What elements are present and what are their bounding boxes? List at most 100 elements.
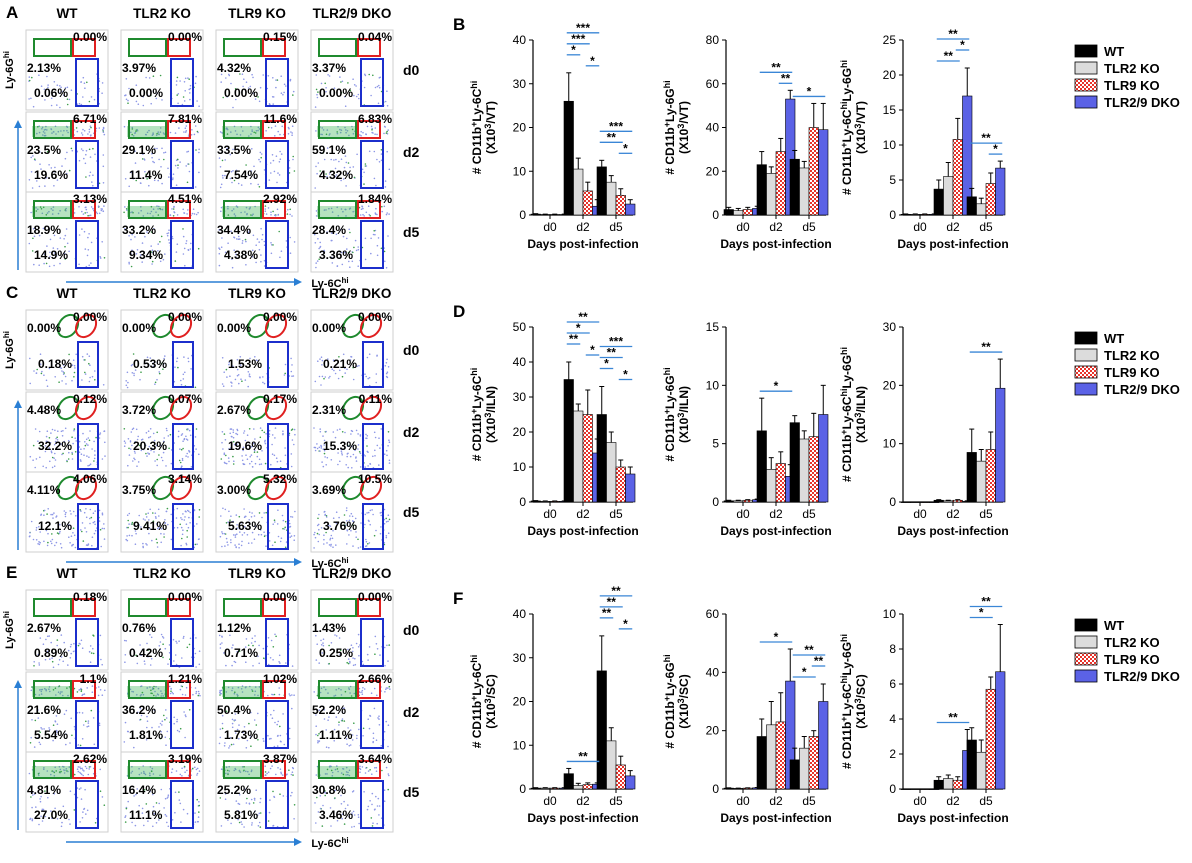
dot [237, 809, 239, 812]
dot [341, 454, 344, 456]
superscript: hi [2, 51, 11, 58]
dot [124, 661, 126, 663]
dot [357, 93, 360, 96]
panel-label-D: D [453, 302, 465, 321]
dot [69, 365, 72, 368]
dot [103, 133, 106, 136]
dot [276, 79, 279, 81]
significance-stars: ** [607, 130, 617, 144]
dot [232, 208, 235, 210]
y-tick-label: 20 [513, 425, 527, 439]
dot [180, 379, 182, 382]
dot [195, 448, 197, 450]
gate-percent-red: 10.5% [358, 472, 392, 486]
dot [43, 253, 46, 255]
dot [162, 637, 165, 639]
dot [138, 804, 140, 807]
dot [56, 439, 59, 441]
dot [342, 178, 345, 180]
dot [279, 158, 282, 160]
dot [333, 740, 336, 742]
bar [775, 721, 786, 790]
gate-red [262, 38, 286, 57]
dot [388, 213, 390, 215]
dot [221, 441, 223, 444]
dot [94, 510, 96, 512]
dot [57, 527, 60, 530]
dot [240, 378, 242, 381]
dot [254, 525, 257, 528]
dot [288, 727, 291, 730]
dot [321, 825, 324, 827]
dot [264, 771, 267, 773]
dot [185, 130, 188, 132]
dot [254, 132, 257, 134]
dot [57, 130, 60, 133]
dot [97, 694, 100, 697]
dot [352, 378, 355, 381]
dot [156, 541, 158, 544]
dot [330, 545, 332, 547]
dot [324, 688, 327, 691]
dot [375, 184, 377, 187]
dot [144, 663, 146, 665]
dot [181, 433, 184, 435]
dot [84, 373, 87, 375]
dot [39, 800, 42, 803]
dot [261, 516, 263, 519]
dot [147, 820, 149, 822]
dot [358, 97, 360, 100]
dot [71, 453, 74, 455]
dot [332, 517, 335, 519]
dot [149, 772, 151, 774]
dot [136, 129, 138, 131]
dot [242, 85, 244, 88]
gate-percent-red: 6.71% [73, 112, 107, 126]
dot [326, 175, 328, 178]
dot [181, 533, 184, 536]
bar [976, 751, 987, 790]
dot [371, 773, 373, 775]
dot [264, 441, 266, 443]
gate-percent-green: 2.31% [312, 403, 346, 417]
dot [175, 517, 178, 519]
dot [356, 737, 358, 740]
dot [219, 229, 221, 231]
dot [67, 524, 70, 526]
dot [65, 210, 67, 212]
dot [229, 519, 231, 521]
gate-percent-blue: 0.89% [34, 646, 68, 660]
gate-green [318, 200, 357, 219]
bar [742, 787, 753, 790]
dot [265, 545, 267, 547]
dot [131, 211, 133, 213]
dot [82, 774, 84, 777]
dot [50, 513, 52, 516]
y-axis-label: # CD11b+Ly-6Chi(X103/VT) [469, 81, 498, 175]
dot [92, 521, 95, 524]
dot [223, 745, 226, 747]
dot [140, 206, 142, 208]
dot [29, 742, 32, 744]
dot [135, 253, 138, 255]
dot [260, 463, 263, 465]
dot [72, 650, 75, 653]
label-part: Ly-6G [4, 618, 16, 649]
dot [131, 372, 134, 374]
dot [79, 459, 82, 461]
dot [50, 773, 52, 776]
dot [162, 695, 164, 697]
gate-percent-red: 3.19% [168, 752, 202, 766]
y-tick-label: 5 [712, 437, 719, 451]
dot [176, 243, 179, 245]
dot [232, 520, 235, 523]
y-tick-label: 30 [883, 320, 897, 334]
flow-plot: 3.87%25.2%5.81% [215, 751, 299, 833]
dot [223, 453, 226, 456]
bar [733, 500, 744, 503]
dot [254, 810, 256, 813]
dot [250, 711, 252, 714]
row-label-d5: d5 [403, 224, 420, 240]
gate-green [128, 680, 167, 699]
superscript: + [469, 696, 479, 701]
